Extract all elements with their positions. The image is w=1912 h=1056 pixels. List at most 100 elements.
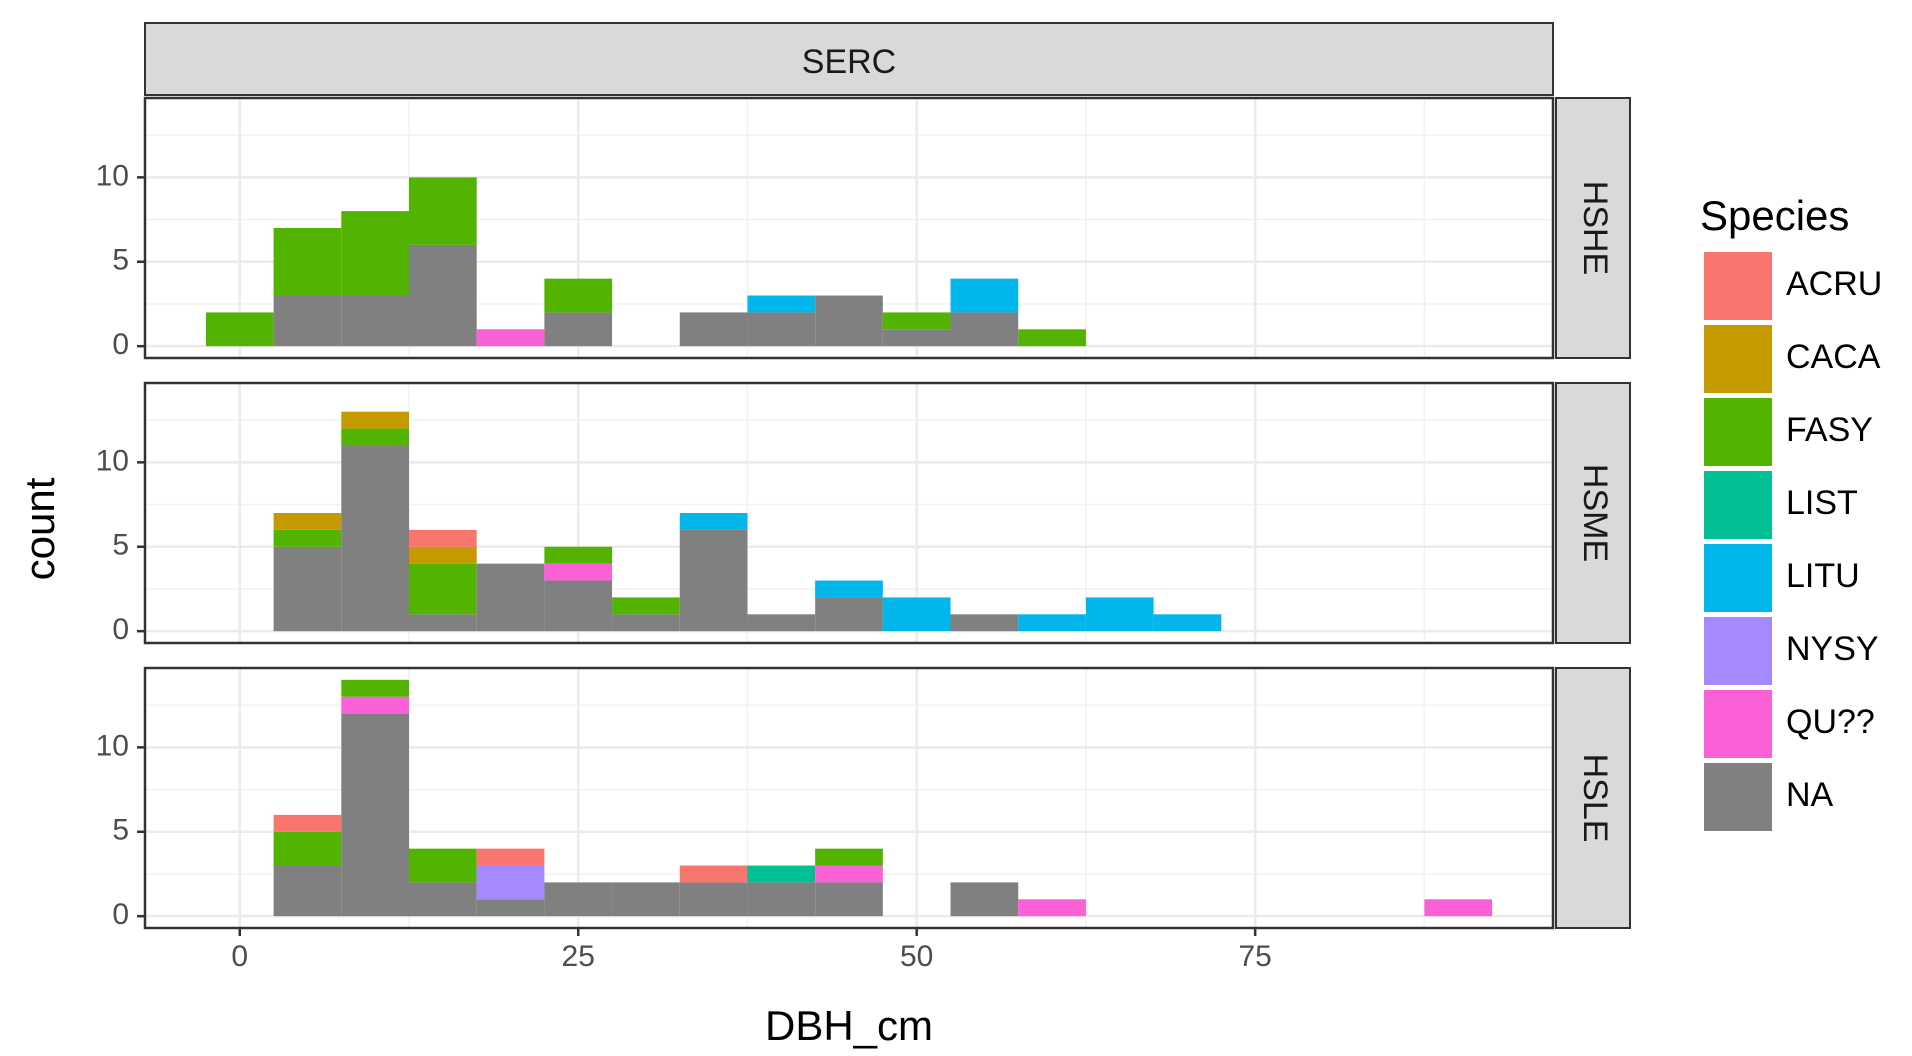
y-tick-label: 5 xyxy=(112,814,129,847)
bar-segment-hshe-fasy xyxy=(273,228,342,296)
bar-segment-hsme-acru xyxy=(409,529,477,547)
legend-label: ACRU xyxy=(1786,265,1882,303)
bar-segment-hsle-fasy xyxy=(341,679,409,697)
legend-entry-list: LIST xyxy=(1704,471,1858,539)
bar-segment-hsle-acru xyxy=(679,865,748,883)
row-strip-label: HSHE xyxy=(1576,181,1614,275)
bar-segment-hsle-na xyxy=(544,882,613,917)
bar-segment-hsle-quqq xyxy=(815,865,883,883)
legend-swatch xyxy=(1704,544,1772,612)
y-tick-label: 0 xyxy=(112,898,129,931)
bar-segment-hshe-na xyxy=(747,312,816,347)
row-strip-label: HSME xyxy=(1576,464,1614,562)
bar-segment-hsme-na xyxy=(341,445,409,632)
y-axis-title: count xyxy=(16,477,63,580)
bar-segment-hshe-na xyxy=(679,312,748,347)
bar-segment-hsme-litu xyxy=(1018,614,1086,632)
bar-segment-hsle-na xyxy=(273,865,342,917)
bar-segment-hsme-na xyxy=(679,529,748,632)
bar-segment-hshe-na xyxy=(950,312,1019,347)
panel-hshe: 0 5 10 HSHE xyxy=(96,96,1631,361)
bar-segment-hshe-na xyxy=(341,295,409,347)
x-tick-label: 25 xyxy=(562,940,595,973)
legend: Species ACRU CACA FASY LIST LITU NYSY QU?? NA xyxy=(1700,192,1882,831)
bar-segment-hsme-fasy xyxy=(341,428,409,446)
legend-swatch xyxy=(1704,471,1772,539)
facet-panels: 0 5 10 HSHE 0 5 10 HSME 0 5 10 HSLE xyxy=(96,96,1631,931)
bar-segment-hsme-litu xyxy=(679,513,748,530)
legend-entry-na: NA xyxy=(1704,763,1834,831)
x-tick-label: 75 xyxy=(1238,940,1271,973)
bar-segment-hsle-fasy xyxy=(815,848,883,866)
bar-segment-hshe-fasy xyxy=(341,211,409,296)
bar-segment-hsme-litu xyxy=(1153,614,1222,632)
x-axis-title: DBH_cm xyxy=(765,1002,933,1049)
bar-segment-hsme-caca xyxy=(409,546,477,564)
legend-entry-nysy: NYSY xyxy=(1704,617,1879,685)
column-strip: SERC xyxy=(144,22,1554,96)
bar-segment-hsle-na xyxy=(815,882,883,917)
legend-entry-litu: LITU xyxy=(1704,544,1860,612)
bar-segment-hsle-na xyxy=(679,882,748,917)
bar-segment-hshe-fasy xyxy=(1018,329,1086,347)
bar-segment-hsme-na xyxy=(544,580,613,632)
bar-segment-hsme-fasy xyxy=(612,597,680,615)
legend-swatch xyxy=(1704,690,1772,758)
bar-segment-hsme-caca xyxy=(341,411,409,429)
bar-segment-hsle-quqq xyxy=(1424,899,1493,917)
legend-label: CACA xyxy=(1786,338,1881,376)
y-tick-label: 0 xyxy=(112,613,129,646)
bar-segment-hshe-litu xyxy=(950,278,1019,313)
bar-segment-hsle-list xyxy=(747,865,816,883)
bar-segment-hsme-litu xyxy=(815,580,883,598)
row-strip-label: HSLE xyxy=(1576,754,1614,843)
legend-label: NYSY xyxy=(1786,630,1879,668)
legend-label: LIST xyxy=(1786,484,1858,522)
bar-segment-hshe-na xyxy=(815,295,883,347)
legend-label: LITU xyxy=(1786,557,1860,595)
bar-segment-hsme-quqq xyxy=(544,563,613,581)
bar-segment-hsme-litu xyxy=(882,597,951,632)
legend-entry-fasy: FASY xyxy=(1704,398,1873,466)
legend-swatch xyxy=(1704,252,1772,320)
bar-segment-hsle-fasy xyxy=(409,848,477,883)
bar-segment-hsme-na xyxy=(950,614,1019,632)
row-strip-background xyxy=(1555,382,1631,644)
row-strip-background xyxy=(1555,667,1631,929)
panel-border xyxy=(143,96,1555,360)
bar-segment-hsle-na xyxy=(476,899,545,917)
bar-segment-hsme-litu xyxy=(1085,597,1154,632)
x-axis: 0 25 50 75 xyxy=(231,928,1272,973)
bar-segment-hsle-na xyxy=(950,882,1019,917)
bar-segment-hshe-quqq xyxy=(476,329,545,347)
bar-segment-hsle-na xyxy=(612,882,680,917)
bar-segment-hsle-na xyxy=(747,882,816,917)
panel-border xyxy=(143,666,1555,930)
legend-swatch xyxy=(1704,398,1772,466)
legend-label: FASY xyxy=(1786,411,1873,449)
bar-segment-hsle-acru xyxy=(273,814,342,832)
bar-segment-hsle-fasy xyxy=(273,831,342,866)
bar-segment-hshe-na xyxy=(882,329,951,347)
panel-hsle: 0 5 10 HSLE xyxy=(96,666,1631,931)
bar-segment-hsle-acru xyxy=(476,848,545,866)
legend-swatch xyxy=(1704,763,1772,831)
bar-segment-hsle-quqq xyxy=(1018,899,1086,917)
bar-segment-hshe-fasy xyxy=(544,278,613,313)
bar-segment-hsle-quqq xyxy=(341,696,409,714)
panel-hsme: 0 5 10 HSME xyxy=(96,381,1631,646)
bar-segment-hshe-na xyxy=(409,244,477,347)
bar-segment-hsle-nysy xyxy=(476,865,545,900)
bar-segment-hsme-na xyxy=(273,546,342,632)
bar-segment-hsme-na xyxy=(476,563,545,632)
x-tick-label: 0 xyxy=(231,940,248,973)
legend-entry-acru: ACRU xyxy=(1704,252,1882,320)
legend-label: QU?? xyxy=(1786,703,1875,741)
bar-segment-hshe-fasy xyxy=(882,312,951,330)
bar-segment-hsme-na xyxy=(747,614,816,632)
bar-segment-hsme-fasy xyxy=(273,529,342,547)
column-strip-background xyxy=(144,22,1554,96)
bar-segment-hshe-na xyxy=(273,295,342,347)
y-tick-label: 10 xyxy=(96,444,129,477)
bar-segment-hsle-na xyxy=(409,882,477,917)
